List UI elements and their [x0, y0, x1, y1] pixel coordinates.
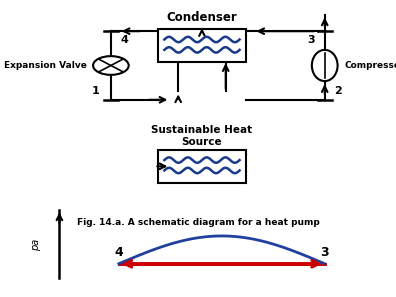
Text: 1: 1: [91, 86, 99, 96]
Text: pa: pa: [30, 238, 41, 251]
Text: Fig. 14.a. A schematic diagram for a heat pump: Fig. 14.a. A schematic diagram for a hea…: [76, 218, 320, 227]
Bar: [158, 29, 246, 62]
Text: 2: 2: [335, 86, 343, 96]
Bar: [158, 150, 246, 183]
Text: Sustainable Heat
Source: Sustainable Heat Source: [151, 125, 253, 147]
Circle shape: [93, 56, 129, 75]
Ellipse shape: [312, 50, 337, 81]
Text: 4: 4: [121, 35, 129, 45]
Text: 3: 3: [307, 35, 315, 45]
Text: Compressor: Compressor: [345, 61, 396, 70]
Text: Condenser: Condenser: [167, 11, 237, 24]
Text: 4: 4: [114, 246, 123, 259]
Text: 3: 3: [320, 246, 329, 259]
Text: Expansion Valve: Expansion Valve: [4, 61, 87, 70]
